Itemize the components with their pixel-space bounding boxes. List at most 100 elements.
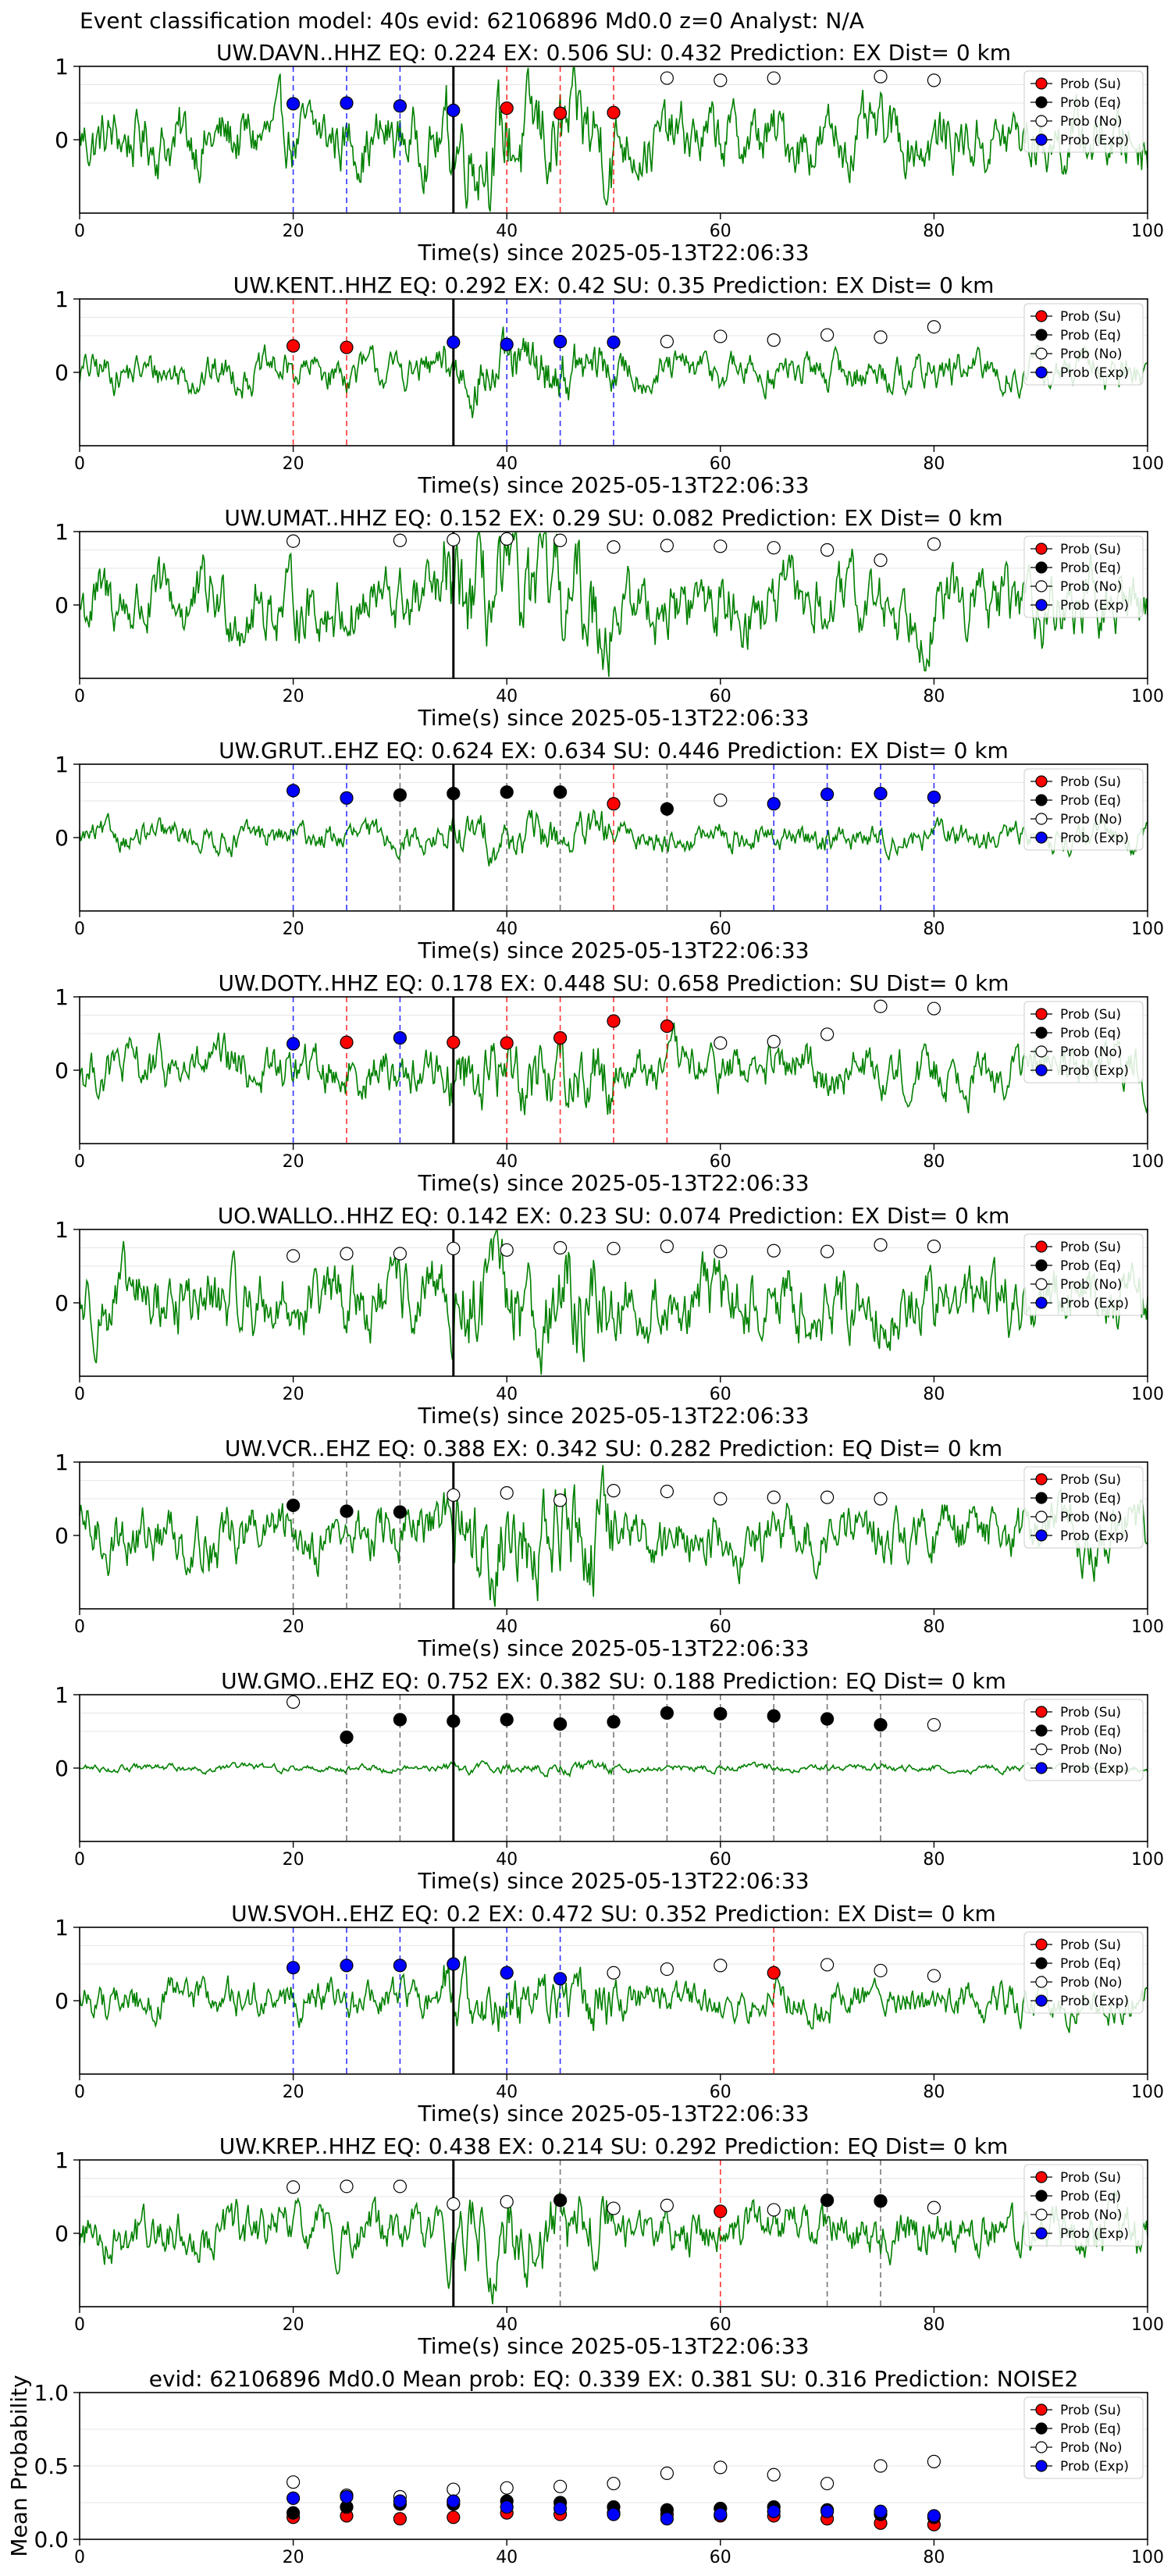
prob-point: [660, 1019, 674, 1034]
prob-point: [553, 1031, 568, 1045]
subplot-title: UW.UMAT..HHZ EQ: 0.152 EX: 0.29 SU: 0.08…: [224, 505, 1002, 531]
prob-point: [767, 71, 781, 85]
prob-point: [767, 541, 781, 555]
x-tick-label: 100: [1131, 920, 1164, 939]
x-tick-label: 100: [1131, 222, 1164, 241]
legend-label: Prob (Exp): [1060, 1761, 1129, 1777]
prob-point: [874, 786, 888, 801]
legend-box: [1023, 1699, 1144, 1781]
x-tick-label: 100: [1131, 2083, 1164, 2102]
x-tick-label: 80: [923, 2083, 945, 2102]
x-tick-label: 0: [74, 687, 85, 706]
legend-marker: [1035, 1008, 1048, 1020]
legend-marker: [1035, 1976, 1048, 1988]
prob-point: [714, 329, 728, 343]
x-tick-label: 20: [283, 920, 304, 939]
legend-marker: [1035, 1957, 1048, 1969]
x-tick-label: 60: [710, 222, 731, 241]
legend-marker: [1035, 2171, 1048, 2183]
subplot-7: 0 20 40 60 80 100 0 1 UW.VCR..EHZ EQ: 0.388 EX: …: [55, 1436, 1164, 1661]
mean-prob-point: [287, 2506, 301, 2520]
legend-marker: [1035, 1026, 1048, 1039]
x-tick-label: 20: [283, 2083, 304, 2102]
prob-point: [340, 1959, 354, 1973]
prob-point: [927, 1240, 941, 1254]
legend-marker: [1035, 2460, 1048, 2472]
y-axis-label: Mean Probability: [6, 2375, 32, 2556]
legend-label: Prob (Su): [1060, 2170, 1121, 2186]
y-tick-label: 0: [55, 825, 69, 851]
prob-point: [820, 1712, 835, 1726]
x-axis-label: Time(s) since 2025-05-13T22:06:33: [417, 240, 809, 265]
prob-point: [820, 787, 835, 802]
legend-marker: [1035, 1938, 1048, 1951]
legend-label: Prob (No): [1060, 1510, 1123, 1525]
prob-point: [927, 1002, 941, 1016]
x-tick-label: 40: [496, 2548, 518, 2567]
x-tick-label: 60: [710, 1152, 731, 1172]
prob-point: [447, 1488, 461, 1502]
y-tick-label: 0: [55, 592, 69, 618]
prob-point: [874, 69, 888, 84]
legend-label: Prob (No): [1060, 579, 1123, 595]
legend-label: Prob (Exp): [1060, 1994, 1129, 2009]
prob-point: [287, 1695, 301, 1709]
prob-point: [287, 1961, 301, 1975]
y-tick-label: 1: [55, 519, 69, 545]
legend-marker: [1035, 775, 1048, 788]
y-tick-label: 1: [55, 1915, 69, 1941]
legend-marker: [1035, 1706, 1048, 1718]
prob-point: [393, 1031, 408, 1045]
legend: Prob (Su) Prob (Eq) Prob (No) Prob (Exp): [1023, 535, 1144, 618]
x-tick-label: 60: [710, 454, 731, 474]
y-tick-label: 1: [55, 1682, 69, 1708]
prob-point: [500, 101, 514, 116]
y-tick-label: 0: [55, 1756, 69, 1781]
legend-marker: [1035, 366, 1048, 379]
x-tick-label: 100: [1131, 687, 1164, 706]
prob-point: [393, 99, 408, 113]
legend-marker: [1035, 580, 1048, 592]
legend-marker: [1035, 347, 1048, 360]
legend-marker: [1035, 2227, 1048, 2240]
x-tick-label: 80: [923, 454, 945, 474]
x-tick-label: 100: [1131, 2548, 1164, 2567]
prob-point: [393, 2179, 408, 2194]
legend-label: Prob (Eq): [1060, 793, 1121, 809]
prob-point: [287, 2180, 301, 2194]
subplot-title: evid: 62106896 Md0.0 Mean prob: EQ: 0.33…: [149, 2366, 1079, 2392]
prob-point: [500, 1966, 514, 1980]
legend-marker: [1035, 831, 1048, 844]
legend-box: [1023, 1233, 1144, 1316]
mean-prob-point: [287, 2475, 301, 2489]
subplot-title: UW.SVOH..EHZ EQ: 0.2 EX: 0.472 SU: 0.352…: [231, 1901, 996, 1927]
x-tick-label: 100: [1131, 1152, 1164, 1172]
prob-point: [447, 532, 461, 546]
legend-label: Prob (No): [1060, 1277, 1123, 1293]
legend-marker: [1035, 2441, 1048, 2453]
legend: Prob (Su) Prob (Eq) Prob (No) Prob (Exp): [1023, 1931, 1144, 2014]
x-tick-label: 0: [74, 1385, 85, 1404]
prob-point: [874, 1963, 888, 1978]
prob-point: [607, 797, 621, 811]
prob-point: [447, 335, 461, 350]
prob-point: [287, 1037, 301, 1051]
legend-label: Prob (Eq): [1060, 2189, 1121, 2204]
legend-marker: [1035, 1259, 1048, 1272]
prob-point: [767, 2203, 781, 2217]
prob-point: [607, 540, 621, 554]
legend-marker: [1035, 1240, 1048, 1253]
y-tick-label: 1: [55, 54, 69, 80]
legend-marker: [1035, 1510, 1048, 1523]
subplot-title: UW.GMO..EHZ EQ: 0.752 EX: 0.382 SU: 0.18…: [221, 1668, 1006, 1694]
prob-point: [500, 785, 514, 799]
legend-marker: [1035, 561, 1048, 574]
legend-marker: [1035, 2422, 1048, 2435]
x-tick-label: 20: [283, 687, 304, 706]
legend: Prob (Su) Prob (Eq) Prob (No) Prob (Exp): [1023, 2396, 1144, 2479]
prob-point: [607, 1484, 621, 1498]
prob-point: [287, 534, 301, 548]
x-tick-label: 80: [923, 2548, 945, 2567]
prob-point: [660, 334, 674, 349]
mean-prob-point: [874, 2459, 888, 2473]
